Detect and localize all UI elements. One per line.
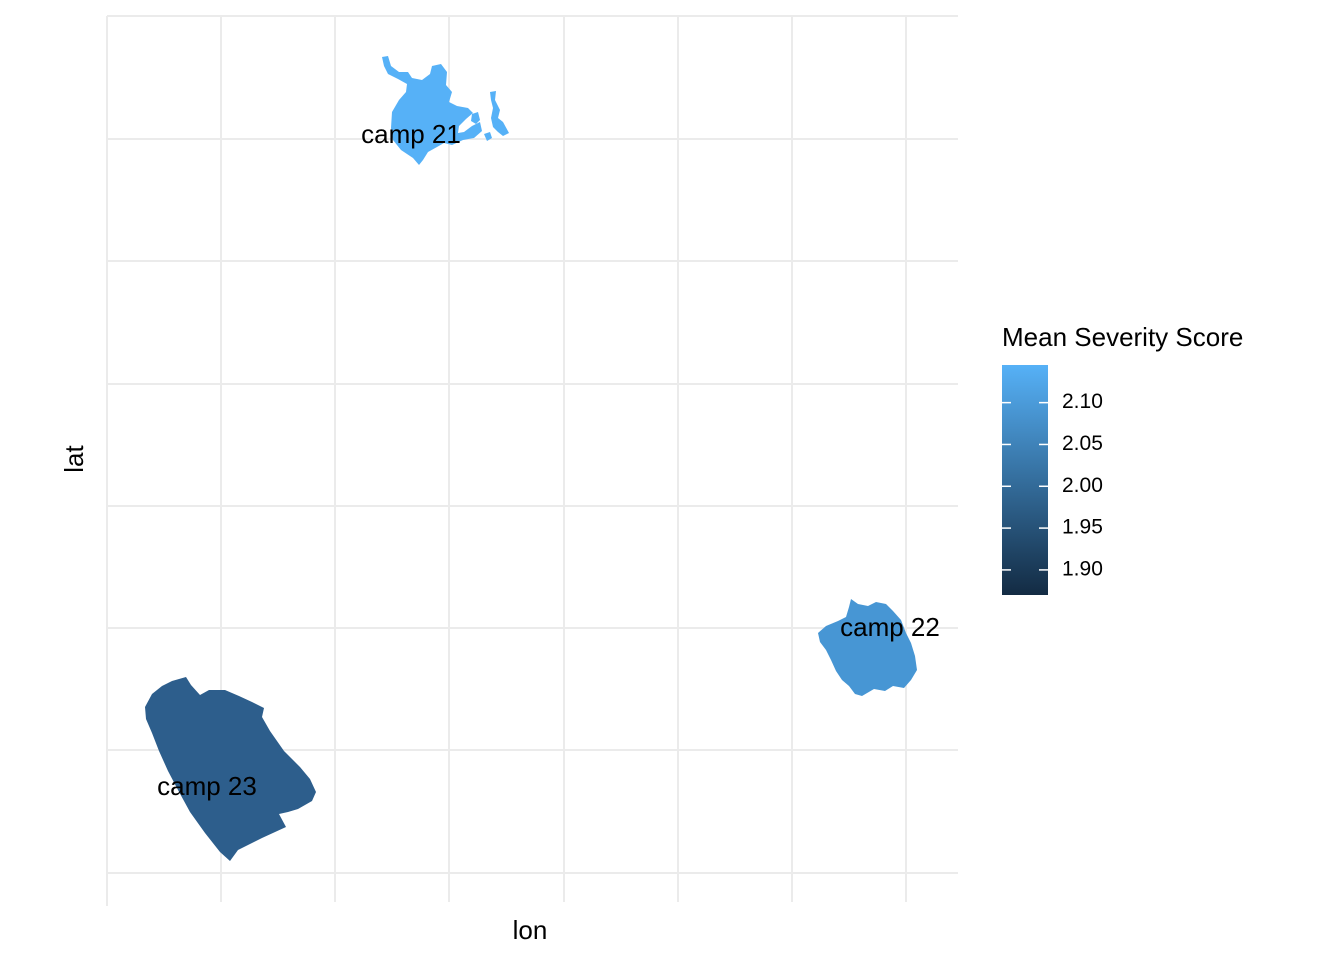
camp-21-polygon[interactable] xyxy=(471,112,480,124)
legend-tick-label: 2.10 xyxy=(1062,390,1103,413)
camp-23-polygon[interactable] xyxy=(145,677,316,861)
x-axis-title: lon xyxy=(513,915,548,945)
camp-21-polygon[interactable] xyxy=(382,56,482,165)
legend-colorbar xyxy=(1002,365,1048,595)
camp-22-polygon[interactable] xyxy=(818,599,917,696)
legend: Mean Severity Score 2.10 2.05 2.00 1.95 1.90 xyxy=(1002,322,1243,595)
legend-tick-label: 1.95 xyxy=(1062,516,1103,539)
camp-polygons xyxy=(145,56,917,861)
legend-tick-label: 2.00 xyxy=(1062,474,1103,497)
legend-tick-label: 2.05 xyxy=(1062,432,1103,455)
legend-title: Mean Severity Score xyxy=(1002,322,1243,352)
camp-21-label: camp 21 xyxy=(361,119,461,149)
camp-labels: camp 21 camp 22 camp 23 xyxy=(157,119,940,801)
camp-21-polygon[interactable] xyxy=(490,91,509,136)
camp-23-label: camp 23 xyxy=(157,771,257,801)
camp-22-label: camp 22 xyxy=(840,612,940,642)
legend-tick-label: 1.90 xyxy=(1062,557,1103,580)
camp-21-polygon[interactable] xyxy=(484,132,492,141)
legend-ticks: 2.10 2.05 2.00 1.95 1.90 xyxy=(1002,390,1103,580)
y-axis-title: lat xyxy=(59,444,89,472)
grid xyxy=(106,15,958,902)
